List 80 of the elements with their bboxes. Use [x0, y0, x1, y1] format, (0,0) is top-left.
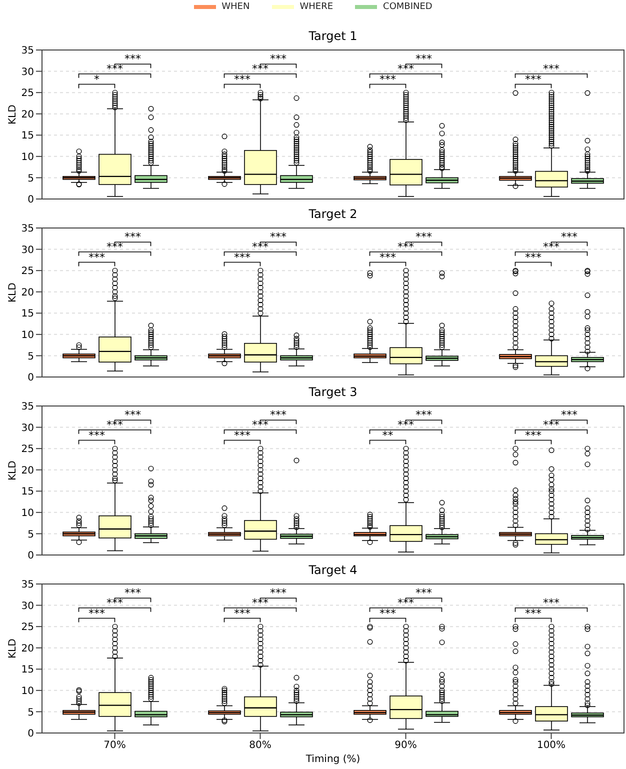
chart-title: Target 1	[308, 29, 358, 44]
y-tick-label: 10	[21, 330, 34, 341]
chart-title: Target 3	[308, 385, 358, 400]
y-tick-label: 0	[28, 194, 34, 206]
x-tick-label: 100%	[536, 740, 566, 752]
y-tick-label: 30	[21, 422, 34, 434]
y-tick-label: 0	[28, 728, 34, 740]
y-tick-label: 20	[21, 465, 34, 476]
annotation: ***	[234, 428, 251, 442]
annotation: ***	[416, 230, 432, 244]
annotation: *	[94, 72, 100, 86]
y-axis-title: KLD	[8, 460, 19, 480]
y-tick-label: 5	[28, 529, 34, 540]
y-tick-label: 5	[28, 173, 34, 184]
annotation: ***	[124, 52, 142, 66]
annotation: ***	[543, 596, 560, 610]
annotation: ***	[525, 72, 542, 86]
y-tick-label: 15	[21, 486, 34, 498]
annotation: ***	[270, 586, 287, 600]
y-axis-title: KLD	[8, 282, 19, 302]
annotation: ***	[416, 52, 432, 66]
annotation: ***	[88, 428, 106, 442]
y-tick-label: 25	[21, 266, 34, 278]
y-axis-title: KLD	[8, 104, 19, 124]
annotation: ***	[416, 408, 432, 422]
y-tick-label: 20	[21, 287, 34, 298]
y-tick-label: 35	[21, 580, 34, 591]
annotation: ***	[124, 408, 142, 422]
y-tick-label: 20	[21, 643, 34, 654]
y-tick-label: 35	[21, 402, 34, 413]
chart-title: Target 4	[308, 563, 358, 578]
annotation: ***	[270, 52, 287, 66]
annotation: ***	[124, 586, 142, 600]
x-tick-label: 90%	[394, 740, 417, 752]
y-tick-label: 35	[21, 224, 34, 235]
annotation: ***	[543, 62, 560, 76]
annotation: ***	[234, 250, 251, 264]
y-tick-label: 30	[21, 244, 34, 256]
annotation: ***	[270, 408, 287, 422]
x-axis-title: Timing (%)	[304, 754, 360, 765]
annotation: ***	[88, 606, 106, 620]
legend-label: WHEN	[222, 2, 250, 12]
y-tick-label: 15	[21, 130, 34, 142]
annotation: ***	[561, 230, 578, 244]
annotation: ***	[124, 230, 142, 244]
y-tick-label: 15	[21, 308, 34, 320]
y-tick-label: 10	[21, 686, 34, 697]
y-tick-label: 0	[28, 372, 34, 384]
annotation: ***	[234, 72, 251, 86]
y-tick-label: 20	[21, 109, 34, 120]
y-tick-label: 5	[28, 351, 34, 362]
y-axis-title: KLD	[8, 638, 19, 658]
annotation: ***	[88, 250, 106, 264]
y-tick-label: 15	[21, 664, 34, 676]
annotation: ***	[270, 230, 287, 244]
annotation: ***	[561, 408, 578, 422]
y-tick-label: 5	[28, 707, 34, 718]
y-tick-label: 25	[21, 622, 34, 634]
annotation: ***	[380, 72, 396, 86]
annotation: ***	[525, 428, 542, 442]
y-tick-label: 25	[21, 88, 34, 100]
annotation: ***	[416, 586, 432, 600]
annotation: ***	[380, 606, 396, 620]
chart-title: Target 2	[308, 207, 358, 222]
annotation: **	[382, 428, 394, 442]
y-tick-label: 30	[21, 600, 34, 612]
x-tick-label: 80%	[249, 740, 272, 752]
annotation: ***	[234, 606, 251, 620]
y-tick-label: 35	[21, 46, 34, 57]
legend-label: WHERE	[300, 2, 334, 12]
y-tick-label: 25	[21, 444, 34, 456]
y-tick-label: 30	[21, 66, 34, 78]
annotation: ***	[525, 250, 542, 264]
legend-label: COMBINED	[383, 2, 432, 12]
y-tick-label: 0	[28, 550, 34, 562]
annotation: ***	[525, 606, 542, 620]
x-tick-label: 70%	[104, 740, 126, 752]
annotation: ***	[380, 250, 396, 264]
y-tick-label: 10	[21, 152, 34, 163]
y-tick-label: 10	[21, 508, 34, 519]
